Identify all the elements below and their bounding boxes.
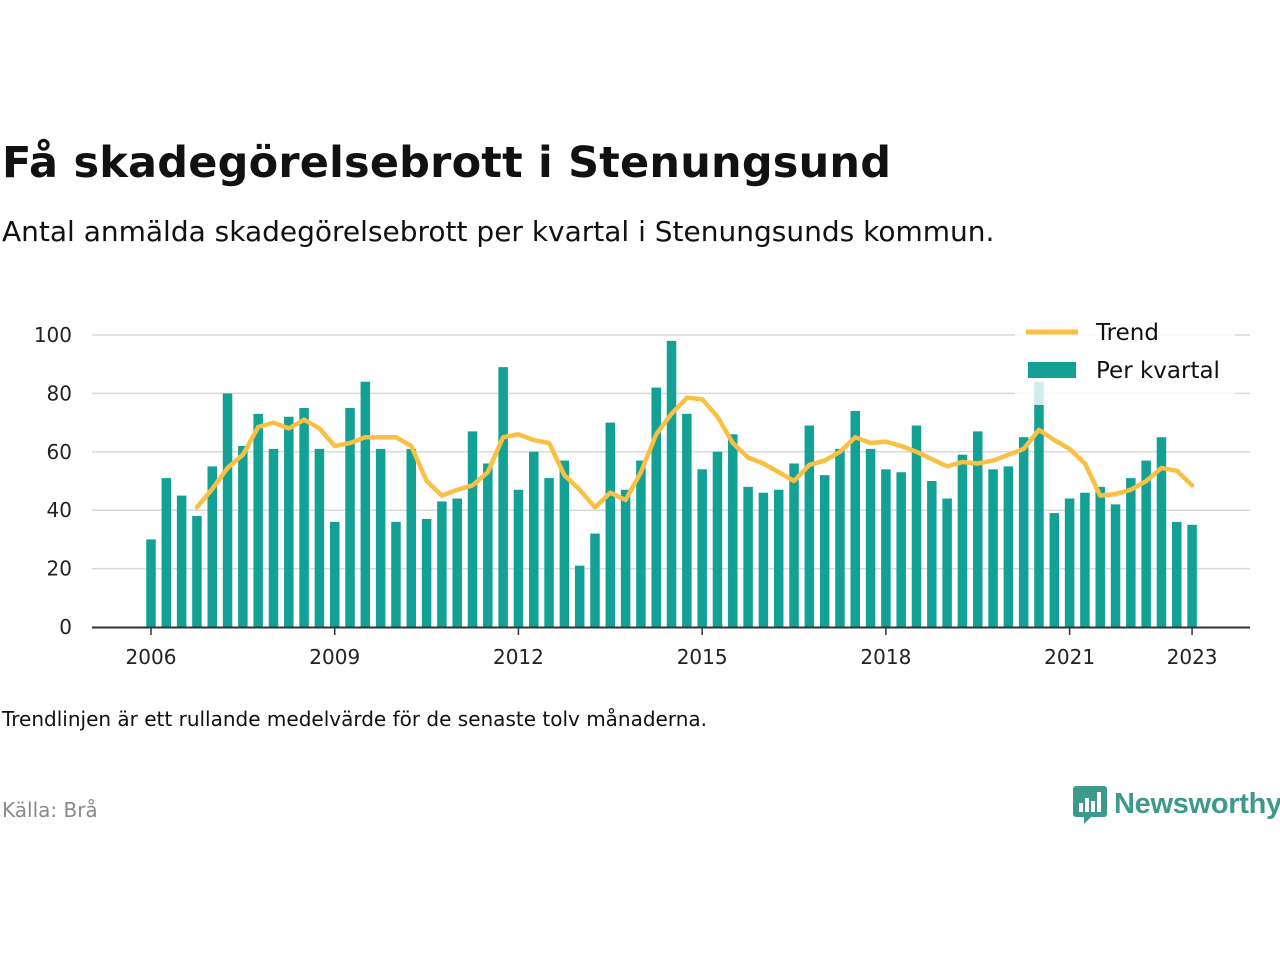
bar-2009-Q2 — [345, 408, 355, 627]
bar-2018-Q2 — [896, 472, 906, 627]
bar-2009-Q4 — [375, 448, 386, 627]
bar-2007-Q2 — [222, 393, 233, 627]
bar-2006-Q1 — [146, 539, 156, 627]
bar-2018-Q1 — [881, 469, 891, 627]
bar-2013-Q3 — [605, 422, 616, 627]
bar-2015-Q1 — [697, 469, 707, 627]
source-label: Källa: Brå — [2, 798, 98, 822]
legend-trend-label: Trend — [1095, 320, 1159, 346]
bar-2006-Q3 — [176, 495, 187, 627]
bar-2014-Q3 — [666, 340, 677, 627]
bar-2021-Q3 — [1095, 486, 1105, 627]
bar-2019-Q2 — [957, 454, 968, 627]
y-tick-label: 40 — [47, 498, 72, 522]
y-tick-label: 0 — [59, 615, 72, 639]
bar-2010-Q3 — [421, 518, 432, 627]
bar-2014-Q2 — [651, 387, 661, 627]
bar-2009-Q1 — [329, 521, 340, 627]
chart-area: 0 20 40 60 80 100 2006 2009 2012 2015 2018 2021 202… — [34, 315, 1250, 669]
bars-per-kvartal — [146, 340, 1197, 627]
bar-2016-Q3 — [789, 463, 799, 627]
trend-line — [194, 395, 1195, 510]
bar-2017-Q4 — [865, 448, 876, 627]
bar-2009-Q3 — [360, 381, 371, 627]
bar-2013-Q4 — [620, 489, 631, 627]
bar-2007-Q3 — [238, 445, 248, 627]
bar-2020-Q4 — [1049, 513, 1060, 627]
bar-2019-Q4 — [988, 469, 998, 627]
y-axis-ticks: 0 20 40 60 80 100 — [34, 323, 72, 639]
bar-2018-Q3 — [911, 425, 922, 627]
bar-2013-Q2 — [590, 533, 600, 627]
brand-name: Newsworthy — [1114, 787, 1280, 820]
newsworthy-chart-icon — [1073, 786, 1107, 824]
bar-2006-Q2 — [161, 478, 172, 627]
x-axis-ticks: 2006 2009 2012 2015 2018 2021 2023 — [126, 627, 1218, 669]
bar-2011-Q3 — [483, 463, 493, 627]
x-tick-label: 2012 — [493, 645, 544, 669]
bar-2017-Q2 — [835, 448, 845, 627]
bar-2020-Q3 — [1034, 381, 1044, 627]
bar-2020-Q1 — [1003, 466, 1014, 627]
bar-2015-Q3 — [728, 434, 738, 627]
x-tick-label: 2015 — [677, 645, 728, 669]
bar-2014-Q4 — [682, 413, 692, 627]
chart-subtitle: Antal anmälda skadegörelsebrott per kvar… — [2, 215, 995, 248]
bar-2008-Q2 — [284, 416, 294, 627]
trend-line-path — [194, 395, 1195, 510]
bar-2015-Q2 — [712, 451, 723, 627]
bar-2010-Q4 — [437, 501, 447, 627]
y-tick-label: 20 — [47, 557, 72, 581]
bar-2017-Q1 — [819, 475, 830, 627]
x-tick-label: 2023 — [1167, 645, 1218, 669]
bar-2012-Q2 — [529, 451, 539, 627]
bar-2016-Q1 — [758, 492, 769, 627]
bar-2007-Q1 — [207, 466, 217, 627]
bar-2011-Q1 — [452, 498, 462, 627]
trend-note: Trendlinjen är ett rullande medelvärde f… — [2, 707, 708, 731]
bar-2016-Q4 — [804, 425, 815, 627]
bar-2019-Q3 — [972, 431, 983, 627]
bar-2012-Q3 — [544, 478, 554, 627]
bar-2012-Q4 — [559, 460, 570, 627]
bar-2006-Q4 — [192, 516, 202, 627]
x-tick-label: 2006 — [126, 645, 177, 669]
bar-2014-Q1 — [636, 460, 646, 627]
legend: Trend Per kvartal — [1015, 315, 1235, 405]
bar-2021-Q2 — [1080, 492, 1090, 627]
bar-2018-Q4 — [927, 481, 937, 627]
bar-2017-Q3 — [850, 410, 861, 627]
bar-2008-Q1 — [268, 448, 279, 627]
legend-bar-label: Per kvartal — [1096, 358, 1220, 384]
bar-2008-Q3 — [299, 408, 309, 627]
bar-2022-Q2 — [1141, 460, 1151, 627]
bar-2020-Q2 — [1018, 437, 1029, 627]
bar-2016-Q2 — [773, 489, 784, 627]
bar-2013-Q1 — [574, 565, 585, 627]
bar-2021-Q1 — [1064, 498, 1075, 627]
bar-2007-Q4 — [253, 413, 263, 627]
bar-2015-Q4 — [743, 486, 753, 627]
bar-2012-Q1 — [513, 489, 524, 627]
bar-2022-Q4 — [1172, 521, 1182, 627]
bar-2023-Q1 — [1187, 524, 1197, 627]
y-tick-label: 100 — [34, 323, 72, 347]
bar-2008-Q4 — [314, 448, 325, 627]
x-tick-label: 2021 — [1044, 645, 1095, 669]
y-tick-label: 80 — [47, 381, 72, 405]
bar-2019-Q1 — [942, 498, 952, 627]
bar-2011-Q4 — [498, 367, 508, 627]
x-tick-label: 2009 — [309, 645, 360, 669]
chart-title: Få skadegörelsebrott i Stenungsund — [2, 138, 892, 188]
y-tick-label: 60 — [47, 440, 72, 464]
x-tick-label: 2018 — [860, 645, 911, 669]
bar-2010-Q2 — [406, 448, 417, 627]
legend-bar-swatch — [1028, 362, 1076, 378]
newsworthy-logo[interactable]: Newsworthy — [1072, 784, 1280, 824]
bar-2022-Q1 — [1126, 478, 1136, 627]
bar-2022-Q3 — [1156, 437, 1167, 627]
bar-2021-Q4 — [1110, 504, 1121, 627]
bar-2010-Q1 — [391, 521, 401, 627]
bar-2011-Q2 — [467, 431, 478, 627]
